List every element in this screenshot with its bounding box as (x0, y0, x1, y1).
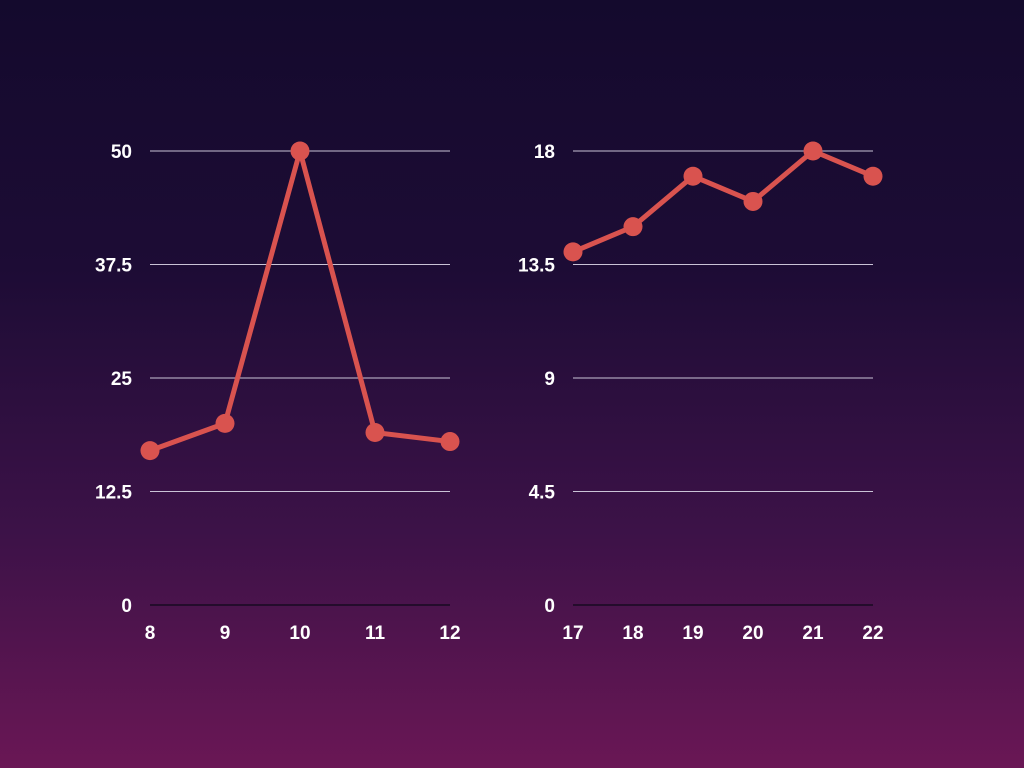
data-point (290, 141, 310, 161)
y-tick-label: 4.5 (529, 483, 556, 504)
data-point (140, 441, 160, 461)
data-point (563, 242, 583, 262)
data-point (683, 166, 703, 186)
data-point (803, 141, 823, 161)
data-point (743, 191, 763, 211)
x-tick-label: 21 (802, 623, 824, 644)
y-tick-label: 12.5 (95, 483, 132, 504)
x-tick-label: 22 (862, 623, 883, 644)
x-tick-label: 10 (289, 623, 310, 644)
right-line-chart: 0 4.5 9 13.5 18 17 18 19 20 21 22 (518, 141, 884, 644)
series-line (147, 148, 453, 454)
data-point (440, 432, 460, 452)
y-tick-label: 9 (544, 369, 555, 390)
y-tick-label: 13.5 (518, 256, 555, 277)
x-tick-label: 17 (562, 623, 583, 644)
y-tick-label: 25 (111, 369, 133, 390)
y-tick-label: 18 (534, 142, 555, 163)
y-tick-label: 37.5 (95, 256, 132, 277)
data-point (365, 422, 385, 442)
left-line-chart: 0 12.5 25 37.5 50 8 9 10 11 12 (95, 141, 461, 644)
y-tick-label: 0 (121, 596, 132, 617)
x-tick-label: 12 (439, 623, 460, 644)
data-point (623, 217, 643, 237)
x-tick-label: 20 (742, 623, 763, 644)
x-tick-label: 19 (682, 623, 703, 644)
x-tick-label: 18 (622, 623, 643, 644)
x-tick-label: 9 (220, 623, 231, 644)
y-tick-label: 50 (111, 142, 132, 163)
data-point (215, 413, 235, 433)
x-tick-label: 11 (365, 623, 386, 644)
x-tick-label: 8 (145, 623, 156, 644)
data-point (863, 166, 883, 186)
y-tick-label: 0 (544, 596, 555, 617)
series-line (570, 148, 876, 255)
